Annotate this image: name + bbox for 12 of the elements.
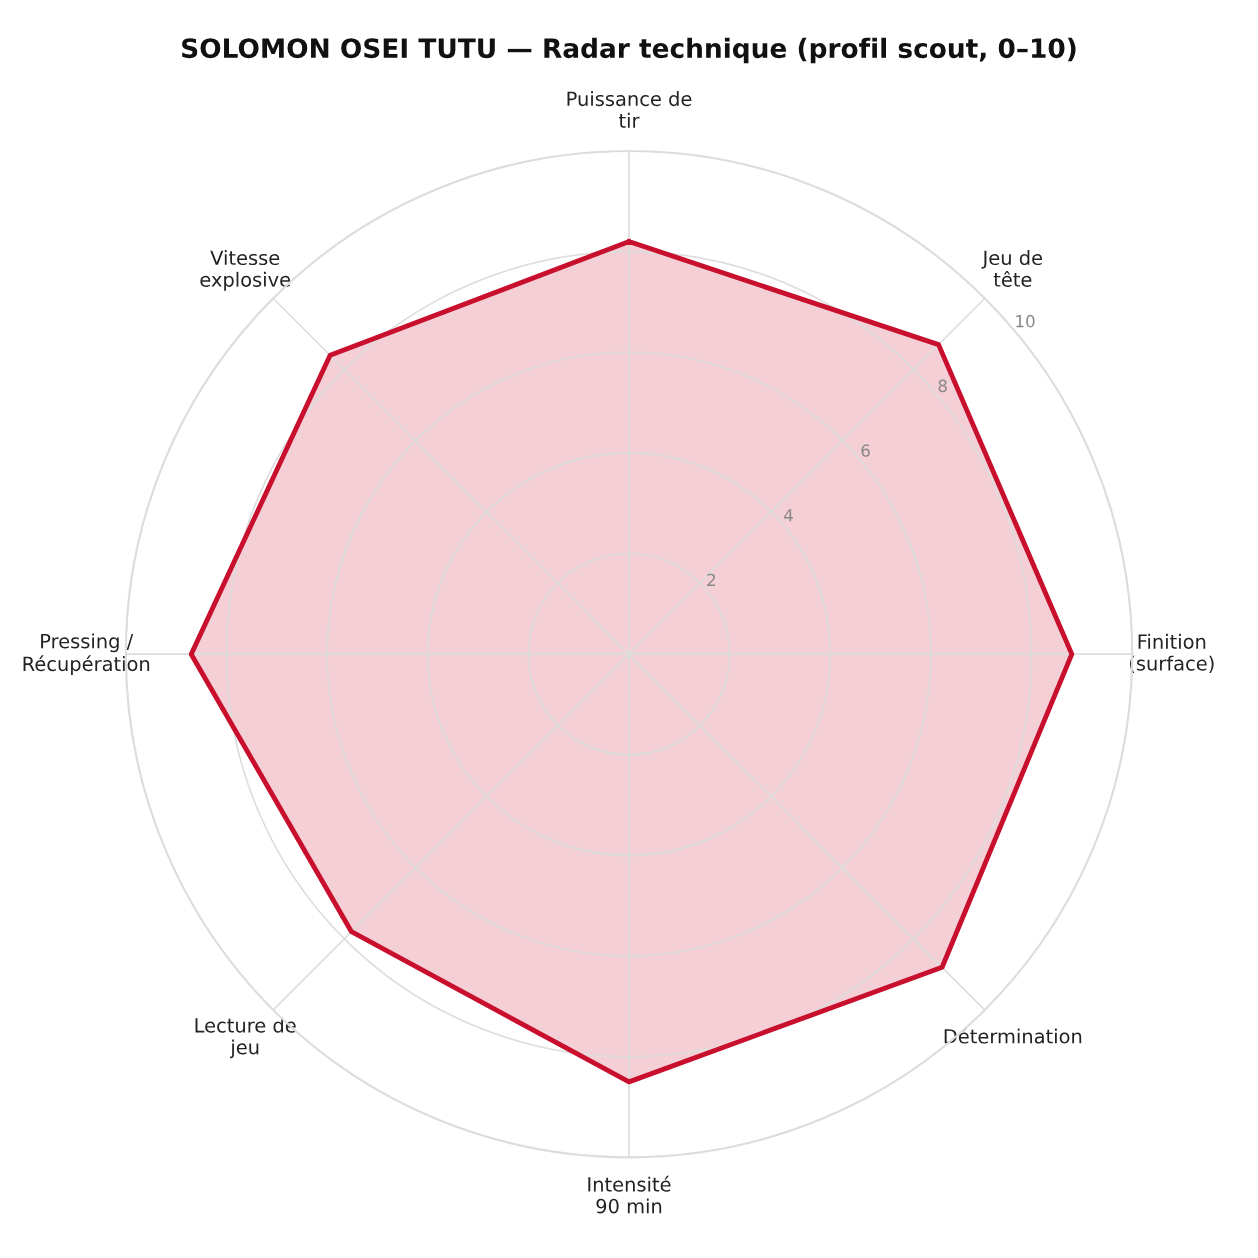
chart-title: SOLOMON OSEI TUTU — Radar technique (profil scout, 0–10) — [182, 37, 1076, 64]
y-tick-label: 8 — [938, 379, 947, 393]
y-tick-label: 10 — [1016, 314, 1035, 328]
spoke-label: Intensité 90 min — [588, 1175, 671, 1214]
spoke-label: Détermination — [944, 1027, 1082, 1044]
y-tick-label: 2 — [707, 573, 716, 586]
spoke-label: Puissance de tir — [567, 91, 692, 128]
spoke-label: Vitesse explosive — [200, 250, 291, 291]
y-tick-label: 4 — [784, 509, 793, 522]
spoke-label: Pressing / Récupération — [23, 633, 150, 675]
y-tick-label: 6 — [861, 444, 870, 457]
spoke-label: Jeu de tête — [981, 250, 1043, 287]
